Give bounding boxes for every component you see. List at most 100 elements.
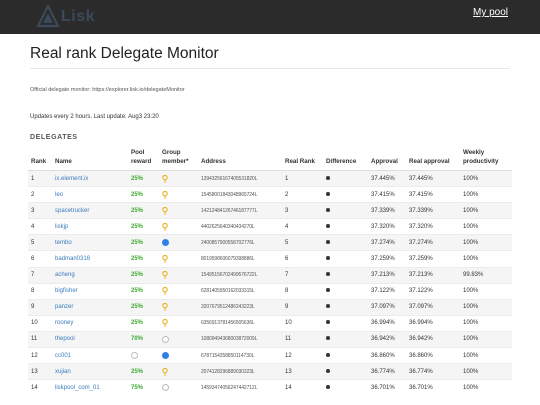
header-real-rank[interactable]: Real Rank (282, 148, 323, 171)
real-rank-cell: 7 (282, 266, 323, 284)
table-row: 8 bigfisher 25% 6281405950162033315L 8 37.122… (28, 282, 512, 300)
group-member-cell (159, 186, 198, 203)
real-rank-cell: 11 (282, 330, 323, 348)
pin-icon (162, 303, 168, 312)
approval-cell: 36.701% (368, 379, 406, 396)
lisk-logo-icon (36, 5, 60, 28)
rank-cell: 9 (28, 298, 52, 316)
no-change-dot-icon (326, 368, 330, 373)
header-weekly-productivity[interactable]: Weekly productivity (460, 148, 512, 171)
header-group-member[interactable]: Group member* (159, 148, 198, 171)
delegate-name-link[interactable]: leo (55, 191, 64, 198)
pool-reward-value: 25% (131, 207, 144, 214)
delegate-name-link[interactable]: rooney (55, 320, 74, 327)
my-pool-link[interactable]: My pool (472, 7, 508, 18)
rank-cell: 1 (28, 169, 52, 187)
header-approval[interactable]: Approval (368, 148, 406, 171)
delegate-name-link[interactable]: acheng (55, 272, 75, 279)
pin-icon (162, 287, 168, 296)
delegate-name-link[interactable]: liskpool_com_01 (55, 385, 100, 392)
pin-icon (162, 367, 168, 376)
table-header-row: Rank Name Pool reward Group member* Addr… (28, 148, 512, 171)
approval-cell: 37.122% (368, 282, 406, 300)
no-change-dot-icon (326, 336, 330, 341)
pool-reward-value: 25% (131, 256, 144, 263)
empty-circle-icon (162, 384, 169, 392)
table-row: 13 xujian 25% 2074128296889030323L 13 36.774%… (28, 363, 512, 380)
weekly-productivity-cell: 100% (460, 250, 512, 268)
delegate-name-link[interactable]: panzer (55, 304, 74, 311)
no-change-dot-icon (326, 272, 330, 277)
real-rank-cell: 2 (282, 186, 323, 203)
delegate-name-link[interactable]: tembo (55, 239, 72, 246)
header-real-approval[interactable]: Real approval (406, 148, 460, 171)
delegate-name-link[interactable]: liskjp (55, 223, 69, 230)
rank-cell: 2 (28, 186, 52, 203)
address-cell: 4402625640340434270L (198, 218, 282, 235)
delegates-table: Rank Name Pool reward Group member* Addr… (28, 148, 512, 396)
rank-cell: 10 (28, 314, 52, 332)
real-approval-cell: 37.415% (406, 186, 460, 203)
difference-cell (323, 169, 368, 187)
real-approval-cell: 37.274% (406, 234, 460, 251)
difference-cell (323, 266, 368, 284)
lisk-logo[interactable]: Lisk (36, 5, 96, 29)
approval-cell: 37.259% (368, 250, 406, 268)
address-cell: 6356913781456505636L (198, 314, 282, 332)
difference-cell (323, 298, 368, 316)
difference-cell (323, 330, 368, 348)
real-rank-cell: 5 (282, 234, 323, 251)
real-rank-cell: 6 (282, 250, 323, 268)
delegate-name-link[interactable]: thepool (55, 336, 75, 343)
real-rank-cell: 12 (282, 347, 323, 364)
delegate-name-link[interactable]: bigfisher (55, 288, 78, 295)
weekly-productivity-cell: 100% (460, 347, 512, 364)
pool-reward-cell (128, 347, 159, 364)
real-approval-cell: 37.339% (406, 202, 460, 219)
table-row: 4 liskjp 25% 4402625640340434270L 4 37.320% 37… (28, 218, 512, 235)
table-row: 10 rooney 25% 6356913781456505636L 10 36.994%… (28, 314, 512, 332)
group-member-cell (159, 250, 198, 268)
table-row: 6 badman0316 25% 8019598606079398886L 6 37.25… (28, 250, 512, 268)
pool-reward-cell: 25% (128, 282, 159, 300)
weekly-productivity-cell: 100% (460, 218, 512, 235)
group-member-cell (159, 379, 198, 396)
difference-cell (323, 218, 368, 235)
header-address[interactable]: Address (198, 148, 282, 171)
approval-cell: 37.213% (368, 266, 406, 284)
address-cell: 15458001843048965724L (198, 186, 282, 203)
real-rank-cell: 3 (282, 202, 323, 219)
real-rank-cell: 10 (282, 314, 323, 332)
real-rank-cell: 8 (282, 282, 323, 300)
pool-reward-cell: 25% (128, 202, 159, 219)
group-member-cell (159, 298, 198, 316)
difference-cell (323, 282, 368, 300)
real-approval-cell: 36.860% (406, 347, 460, 364)
approval-cell: 37.097% (368, 298, 406, 316)
delegate-name-link[interactable]: cc001 (55, 352, 72, 359)
rank-cell: 13 (28, 363, 52, 380)
rank-cell: 8 (28, 282, 52, 300)
address-cell: 6281405950162033315L (198, 282, 282, 300)
rank-cell: 11 (28, 330, 52, 348)
approval-cell: 36.774% (368, 363, 406, 380)
pool-reward-value: 25% (131, 191, 144, 198)
title-divider (30, 68, 510, 69)
approval-cell: 37.339% (368, 202, 406, 219)
pin-icon (162, 190, 168, 199)
real-approval-cell: 37.259% (406, 250, 460, 268)
header-difference[interactable]: Difference (323, 148, 368, 171)
delegate-name-link[interactable]: badman0316 (55, 256, 91, 263)
delegate-name-link[interactable]: spacetrucker (55, 207, 90, 214)
group-member-cell (159, 202, 198, 219)
pool-reward-value: 25% (131, 320, 144, 327)
pin-icon (162, 255, 168, 263)
header-name[interactable]: Name (52, 148, 128, 171)
delegate-name-link[interactable]: xujian (55, 368, 71, 375)
pool-reward-cell: 25% (128, 169, 159, 187)
table-row: 1 ix.element.ix 25% 13943256167405531820L 1 3… (28, 169, 512, 187)
header-pool-reward[interactable]: Pool reward (128, 148, 159, 171)
delegate-name-link[interactable]: ix.element.ix (55, 175, 89, 182)
header-rank[interactable]: Rank (28, 148, 52, 171)
pin-icon (162, 319, 168, 328)
